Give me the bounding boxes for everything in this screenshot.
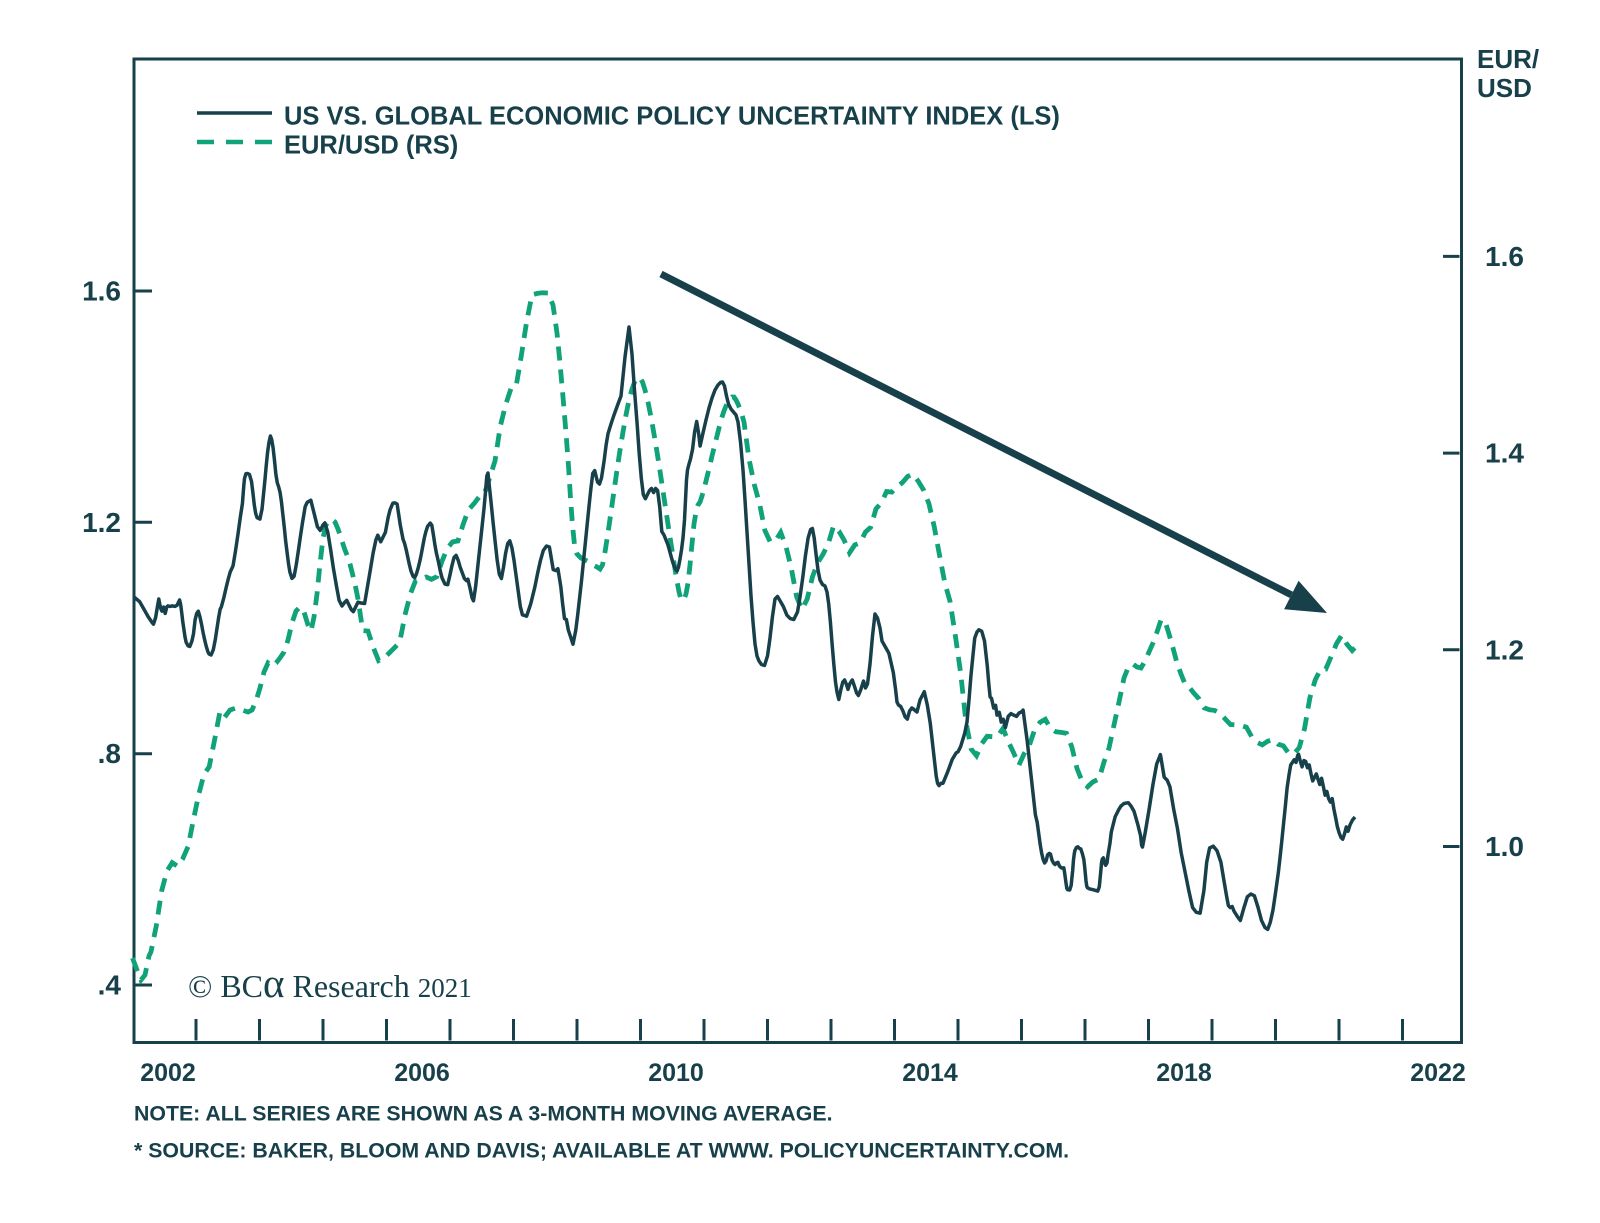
svg-text:2006: 2006 <box>394 1059 450 1087</box>
svg-text:.4: .4 <box>98 970 122 1001</box>
svg-text:2022: 2022 <box>1410 1059 1466 1087</box>
svg-text:1.6: 1.6 <box>1485 241 1524 272</box>
svg-text:1.6: 1.6 <box>82 276 121 307</box>
svg-text:2002: 2002 <box>140 1059 196 1087</box>
svg-text:1.2: 1.2 <box>82 507 121 538</box>
svg-text:USD: USD <box>1477 73 1532 103</box>
svg-text:1.4: 1.4 <box>1485 438 1524 469</box>
svg-text:NOTE: ALL SERIES ARE SHOWN AS: NOTE: ALL SERIES ARE SHOWN AS A 3-MONTH … <box>134 1102 833 1126</box>
svg-text:1.2: 1.2 <box>1485 634 1524 665</box>
svg-text:2018: 2018 <box>1156 1059 1212 1087</box>
svg-text:© BCα Research 2021: © BCα Research 2021 <box>188 960 472 1006</box>
svg-text:2010: 2010 <box>648 1059 704 1087</box>
svg-text:.8: .8 <box>98 738 121 769</box>
svg-text:EUR/USD (RS): EUR/USD (RS) <box>284 132 458 160</box>
svg-text:* SOURCE: BAKER, BLOOM AND DAV: * SOURCE: BAKER, BLOOM AND DAVIS; AVAILA… <box>134 1139 1069 1163</box>
svg-text:US VS. GLOBAL ECONOMIC POLICY: US VS. GLOBAL ECONOMIC POLICY UNCERTAINT… <box>284 103 1060 131</box>
svg-text:2014: 2014 <box>902 1059 958 1087</box>
svg-text:1.0: 1.0 <box>1485 831 1524 862</box>
svg-text:EUR/: EUR/ <box>1477 44 1539 74</box>
